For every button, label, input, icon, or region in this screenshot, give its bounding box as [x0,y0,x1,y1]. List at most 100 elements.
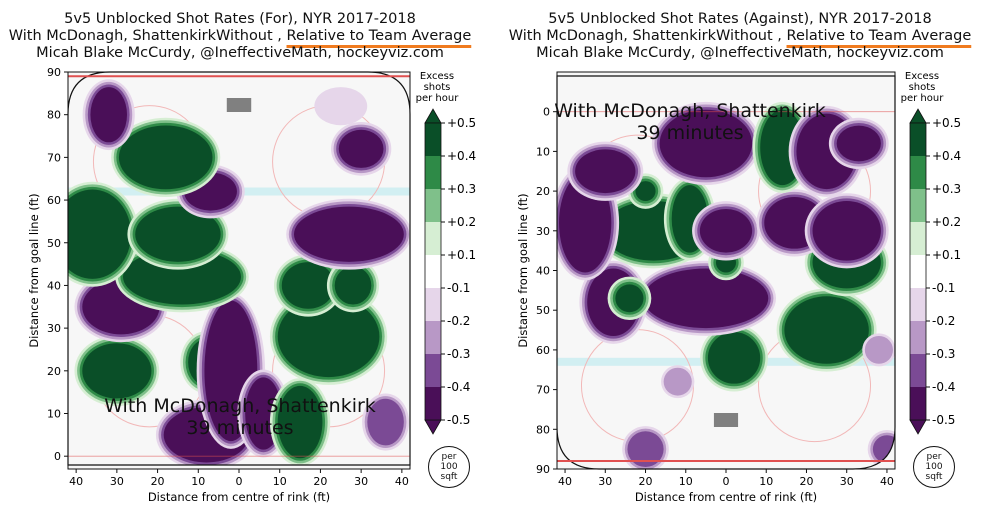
contour-ring [615,284,644,313]
contour-ring [277,385,323,459]
overlay-caption: With McDonagh, Shattenkirk 39 minutes [550,100,830,144]
chart-panel-for: 5v5 Unblocked Shot Rates (For), NYR 2017… [0,11,480,504]
colorbar-tick-label: +0.3 [932,182,961,196]
colorbar-tick-label: +0.4 [932,149,961,163]
contour-ring [82,343,152,399]
y-tick-label: 20 [47,365,61,378]
x-tick-label: 10 [273,475,287,488]
colorbar-bottom-arrow [424,419,442,435]
overlay-line-2: 39 minutes [186,417,294,439]
y-tick-label: 90 [47,66,61,79]
title-line-2: With McDonagh, ShattenkirkWithout , Rela… [500,28,980,45]
colorbar-tick-label: -0.4 [447,380,470,394]
contour-blob [68,181,139,287]
colorbar-tick-label: -0.5 [447,413,470,427]
contour-ring [338,129,384,168]
heatmap-layer [557,101,895,469]
colorbar-tick-label: -0.3 [932,347,955,361]
chart-panel-against: 5v5 Unblocked Shot Rates (Against), NYR … [500,0,1000,519]
colorbar-tick-label: +0.3 [447,182,476,196]
unit-badge-line: per [441,452,457,462]
colorbar-segment [425,321,441,354]
contour-ring [635,181,656,202]
colorbar-segment [910,288,926,321]
y-tick-label: 20 [536,185,550,198]
y-tick-label: 30 [47,322,61,335]
contour-ring [90,87,127,143]
colorbar-tick-label: +0.5 [447,116,476,130]
contour-blob [607,276,652,320]
title-line-2-main: With McDonagh, ShattenkirkWithout , [508,28,787,44]
x-tick-label: 20 [639,475,653,488]
y-tick-label: 0 [543,106,550,119]
contour-blob [651,101,760,186]
colorbar-frame [909,122,927,421]
contour-ring [135,206,221,262]
contour-blob [567,141,644,201]
y-tick-label: 60 [47,194,61,207]
colorbar-tick-label: -0.2 [932,314,955,328]
y-tick-label: 30 [536,225,550,238]
title-line-3: Micah Blake McCurdy, @IneffectiveMath, h… [536,45,944,61]
title-line-2: With McDonagh, ShattenkirkWithout , Rela… [0,28,480,45]
colorbar-tick-label: +0.5 [932,116,961,130]
x-tick-label: 30 [840,475,854,488]
contour-ring [294,206,404,262]
contour-ring [864,335,893,364]
contour-blob [314,87,368,126]
colorbar-segment [910,387,926,420]
unit-badge-line: sqft [925,472,943,482]
x-tick-label: 30 [354,475,368,488]
contour-ring [663,367,692,396]
x-tick-label: 40 [880,475,894,488]
contour-ring [627,431,664,468]
contour-blob [326,258,380,313]
contour-ring [707,332,761,384]
colorbar-segment [425,354,441,387]
unit-badge-line: 100 [440,462,458,472]
colorbar-top-arrow [424,108,442,124]
colorbar-segment [425,288,441,321]
colorbar-tick-label: -0.4 [932,380,955,394]
contour-ring [334,266,372,305]
contour-blob [330,121,392,176]
contour-blob [362,393,410,451]
y-tick-label: 40 [47,279,61,292]
contour-ring [575,149,636,194]
contour-blob [127,198,229,270]
contour-ring [68,189,132,279]
unit-badge: per 100 sqft [428,446,470,488]
colorbar-title: Excess [420,71,454,82]
x-tick-label: 0 [723,475,730,488]
colorbar-segment [910,255,926,288]
colorbar-frame [424,122,442,421]
contour-ring [281,262,335,309]
colorbar-segment [425,189,441,222]
colorbar-segment [910,321,926,354]
overlay-line-1: With McDonagh, Shattenkirk [554,100,826,122]
colorbar-segment [910,354,926,387]
contour-ring [784,296,869,364]
colorbar-bottom-arrow [909,419,927,435]
chart-title: 5v5 Unblocked Shot Rates (Against), NYR … [500,11,980,62]
x-axis-label: Distance from centre of rink (ft) [148,490,330,504]
x-tick-label: 10 [191,475,205,488]
colorbar-segment [910,222,926,255]
colorbar-segment [425,255,441,288]
x-tick-label: 40 [395,475,409,488]
colorbar-tick-label: +0.1 [932,248,961,262]
x-tick-label: 0 [236,475,243,488]
goal-net [226,98,252,112]
overlay-line-1: With McDonagh, Shattenkirk [104,395,376,417]
x-axis-label: Distance from centre of rink (ft) [635,490,817,504]
colorbar-top-arrow [909,108,927,124]
contour-ring [277,296,380,378]
colorbar-tick-label: +0.1 [447,248,476,262]
y-tick-label: 70 [536,384,550,397]
colorbar-tick-label: +0.4 [447,149,476,163]
title-line-3: Micah Blake McCurdy, @IneffectiveMath, h… [36,45,444,61]
x-tick-label: 40 [558,475,572,488]
y-tick-label: 10 [536,145,550,158]
title-line-1: 5v5 Unblocked Shot Rates (Against), NYR … [548,11,932,27]
contour-blob [269,378,331,465]
